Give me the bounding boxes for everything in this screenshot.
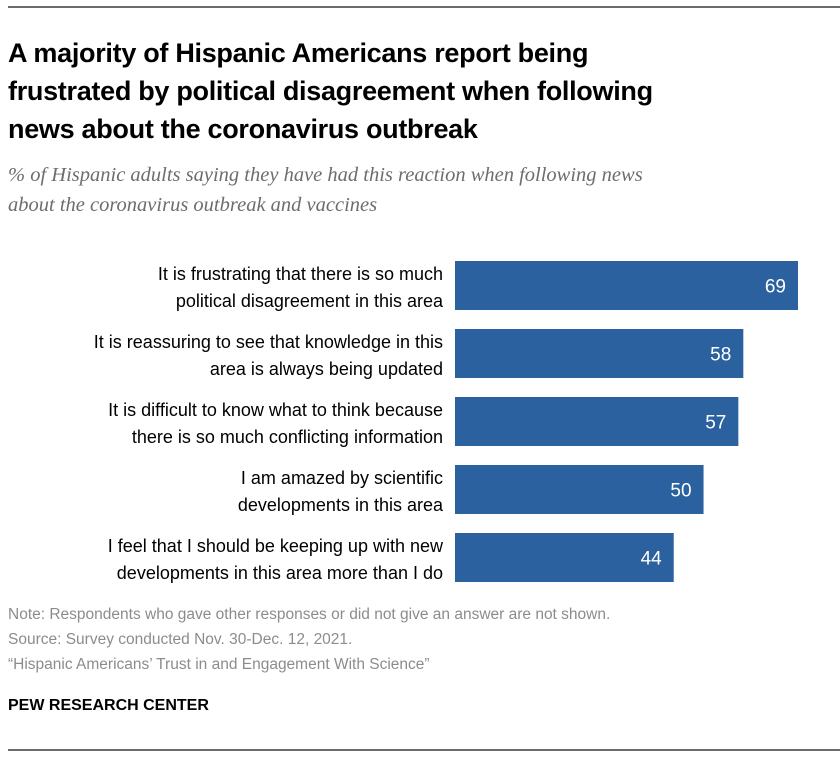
category-label: It is frustrating that there is so much xyxy=(158,264,443,284)
data-label: 50 xyxy=(670,481,691,502)
bar-row: I am amazed by scientific developments in… xyxy=(238,465,704,515)
category-label: It is reassuring to see that knowledge i… xyxy=(94,332,443,352)
chart-subtitle-line: about the coronavirus outbreak and vacci… xyxy=(8,194,378,216)
category-label: developments in this area more than I do xyxy=(117,563,443,583)
category-label: I am amazed by scientific xyxy=(241,468,443,488)
category-label: I feel that I should be keeping up with … xyxy=(108,536,444,556)
bar xyxy=(455,261,798,310)
category-label: It is difficult to know what to think be… xyxy=(108,400,443,420)
note-text: Note: Respondents who gave other respons… xyxy=(8,606,611,623)
chart-subtitle-line: % of Hispanic adults saying they have ha… xyxy=(8,164,643,186)
data-label: 58 xyxy=(710,345,731,366)
chart-notes: Note: Respondents who gave other respons… xyxy=(8,602,610,677)
category-label: developments in this area xyxy=(238,495,444,515)
chart-subtitle: % of Hispanic adults saying they have ha… xyxy=(8,160,840,220)
top-divider xyxy=(8,6,840,8)
bar xyxy=(455,329,744,378)
bar xyxy=(455,397,739,446)
data-label: 57 xyxy=(705,413,726,434)
category-label: area is always being updated xyxy=(210,359,443,379)
data-label: 69 xyxy=(765,277,786,298)
bar-row: It is reassuring to see that knowledge i… xyxy=(94,329,744,379)
category-label: there is so much conflicting information xyxy=(132,427,443,447)
chart-title-line: frustrated by political disagreement whe… xyxy=(8,76,653,106)
report-title-text: “Hispanic Americans’ Trust in and Engage… xyxy=(8,656,430,673)
bar xyxy=(455,465,704,514)
bar-chart: It is frustrating that there is so much p… xyxy=(94,261,798,583)
data-label: 44 xyxy=(641,549,663,570)
bottom-divider xyxy=(8,749,840,751)
bar-row: I feel that I should be keeping up with … xyxy=(108,533,674,583)
chart-title: A majority of Hispanic Americans report … xyxy=(8,34,828,148)
chart-title-line: news about the coronavirus outbreak xyxy=(8,114,478,144)
bar-row: It is difficult to know what to think be… xyxy=(108,397,739,447)
organization-logo-text: PEW RESEARCH CENTER xyxy=(8,697,209,714)
bar xyxy=(455,533,674,582)
chart-title-line: A majority of Hispanic Americans report … xyxy=(8,38,589,68)
category-label: political disagreement in this area xyxy=(176,291,444,311)
bar-row: It is frustrating that there is so much p… xyxy=(158,261,798,311)
source-text: Source: Survey conducted Nov. 30-Dec. 12… xyxy=(8,631,353,648)
